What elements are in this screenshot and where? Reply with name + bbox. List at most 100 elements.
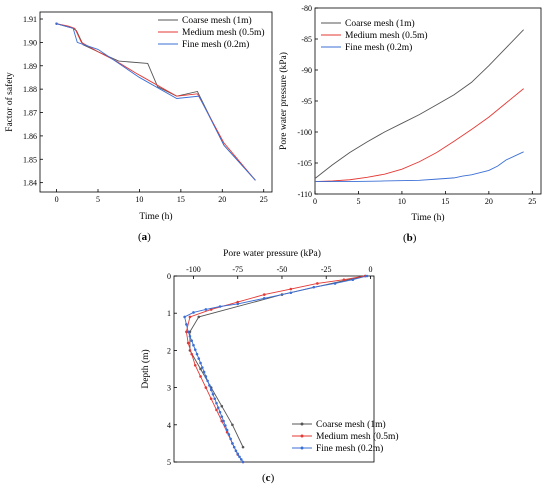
chart-c-x-tick-label: -100	[186, 265, 201, 274]
chart-c-series-point	[232, 445, 236, 449]
chart-a-x-tick-label: 20	[218, 195, 226, 204]
chart-a-series	[55, 22, 256, 181]
chart-c-y-tick-label: 3	[167, 384, 171, 393]
chart-c-series-point	[206, 379, 209, 383]
chart-c-x-axis-label: Pore water pressure (kPa)	[223, 248, 321, 259]
chart-c-x-tick-label: -50	[277, 265, 288, 274]
chart-c-series-point	[195, 352, 199, 356]
chart-c-y-tick-label: 1	[167, 309, 171, 318]
chart-c-series-point	[192, 311, 195, 314]
chart-a-panel-label: (a)	[138, 231, 151, 243]
chart-a-factor-of-safety: 0 5 10 15 20 25 1.841.851.861.871.881.891.901…	[4, 11, 273, 243]
chart-b-x-tick-label: 25	[528, 197, 536, 206]
chart-c-panel-label: (c)	[262, 472, 275, 484]
chart-c-series-line-1	[189, 275, 366, 448]
chart-c-legend-label: Fine mesh (0.2m)	[316, 443, 383, 454]
chart-c-series-point	[190, 339, 193, 343]
chart-c-plot-frame	[173, 275, 375, 463]
chart-c-x-tick-label: 0	[368, 265, 372, 274]
chart-c-series-point	[215, 401, 218, 405]
chart-a-plot-frame	[39, 11, 273, 193]
chart-b-series	[314, 29, 524, 183]
chart-c-series-point	[197, 357, 201, 360]
chart-b-x-tick-label: 10	[398, 197, 406, 206]
chart-b-y-tick-label: -100	[297, 128, 312, 137]
chart-a-y-tick-label: 1.87	[23, 109, 37, 118]
chart-c-series-point	[197, 315, 201, 319]
chart-c-series-point	[213, 397, 217, 401]
chart-a-y-tick-label: 1.90	[23, 38, 37, 47]
chart-a-series-line-3	[56, 23, 256, 181]
chart-a-y-tick-label: 1.89	[23, 62, 37, 71]
chart-c-y-tick-label: 4	[167, 421, 171, 430]
chart-b-y-tick-label: -80	[301, 4, 312, 13]
chart-c-legend-label: Coarse mesh (1m)	[316, 419, 386, 430]
chart-c-y-tick-label: 0	[167, 272, 171, 281]
chart-c-y-axis-label: Depth (m)	[140, 349, 151, 388]
chart-c-series-point	[239, 458, 243, 461]
chart-c-y-tick-label: 2	[167, 346, 171, 355]
chart-c-series-point	[186, 341, 190, 345]
chart-c-series-point	[216, 406, 220, 409]
chart-c-series-point	[241, 445, 245, 449]
chart-c-x-ticks: -100 -75 -50 -25 0	[186, 265, 372, 279]
chart-c-series-point	[185, 323, 188, 326]
chart-c-series-point	[209, 397, 213, 401]
chart-a-x-tick-label: 10	[135, 195, 143, 204]
chart-c-series-point	[351, 278, 355, 282]
chart-c-series-point	[211, 392, 215, 396]
chart-b-legend-label: Fine mesh (0.2m)	[345, 42, 412, 53]
chart-c-legend: Coarse mesh (1m)Medium mesh (0.5m)Fine m…	[292, 419, 399, 454]
chart-a-x-axis-label: Time (h)	[139, 211, 172, 222]
chart-c-series-point	[225, 428, 229, 432]
chart-c-series-point	[190, 352, 193, 356]
chart-a-y-tick-label: 1.88	[23, 85, 37, 94]
chart-b-x-tick-label: 0	[313, 197, 317, 206]
chart-c-x-tick-label: -75	[232, 265, 243, 274]
chart-c-series-point	[222, 419, 225, 423]
chart-a-x-tick-label: 25	[260, 195, 268, 204]
chart-a-x-tick-label: 15	[177, 195, 185, 204]
chart-b-x-tick-label: 5	[356, 197, 360, 206]
chart-c-series-point	[204, 386, 208, 389]
chart-c-series-point	[262, 297, 266, 300]
chart-c-series-point	[208, 384, 211, 387]
chart-c-legend-marker	[300, 422, 304, 426]
chart-b-y-tick-label: -90	[301, 66, 312, 75]
chart-b-y-tick-label: -85	[301, 35, 312, 44]
chart-c-series-point	[204, 375, 208, 378]
chart-c-series-point	[289, 291, 293, 295]
chart-c-series-point	[238, 455, 241, 459]
chart-c-series-point	[234, 449, 238, 453]
chart-b-y-tick-label: -105	[297, 159, 312, 168]
chart-c-legend-marker	[300, 446, 304, 450]
chart-a-x-ticks: 0 5 10 15 20 25	[55, 189, 268, 204]
chart-c-series-point	[236, 452, 240, 456]
chart-c-series-point	[186, 330, 190, 334]
chart-c-series-point	[262, 293, 266, 296]
chart-c-y-tick-label: 5	[167, 458, 171, 467]
chart-a-legend-label: Coarse mesh (1m)	[182, 15, 252, 26]
chart-c-series-point	[316, 282, 319, 285]
chart-c-series-point	[220, 415, 224, 418]
chart-c-series-point	[229, 437, 232, 441]
chart-b-series-line-1	[314, 29, 524, 179]
chart-a-legend-label: Medium mesh (0.5m)	[182, 27, 265, 38]
chart-c-series-point	[202, 370, 206, 374]
chart-a-series-point	[55, 22, 58, 25]
chart-c-series-point	[227, 433, 231, 436]
chart-c-series-point	[333, 282, 337, 285]
chart-c-series-point	[236, 300, 240, 304]
chart-a-y-tick-label: 1.86	[23, 132, 37, 141]
chart-b-panel-label: (b)	[403, 232, 417, 244]
chart-b-x-tick-label: 15	[441, 197, 449, 206]
chart-c-series-point	[289, 287, 293, 291]
chart-c-x-tick-label: -25	[321, 265, 332, 274]
chart-c-series	[183, 274, 369, 464]
chart-c-series-point	[218, 305, 222, 308]
chart-b-x-ticks: 0 5 10 15 20 25	[313, 191, 536, 206]
chart-c-series-point	[365, 274, 369, 278]
chart-c-series-point	[312, 285, 316, 289]
chart-c-series-point	[188, 334, 192, 338]
